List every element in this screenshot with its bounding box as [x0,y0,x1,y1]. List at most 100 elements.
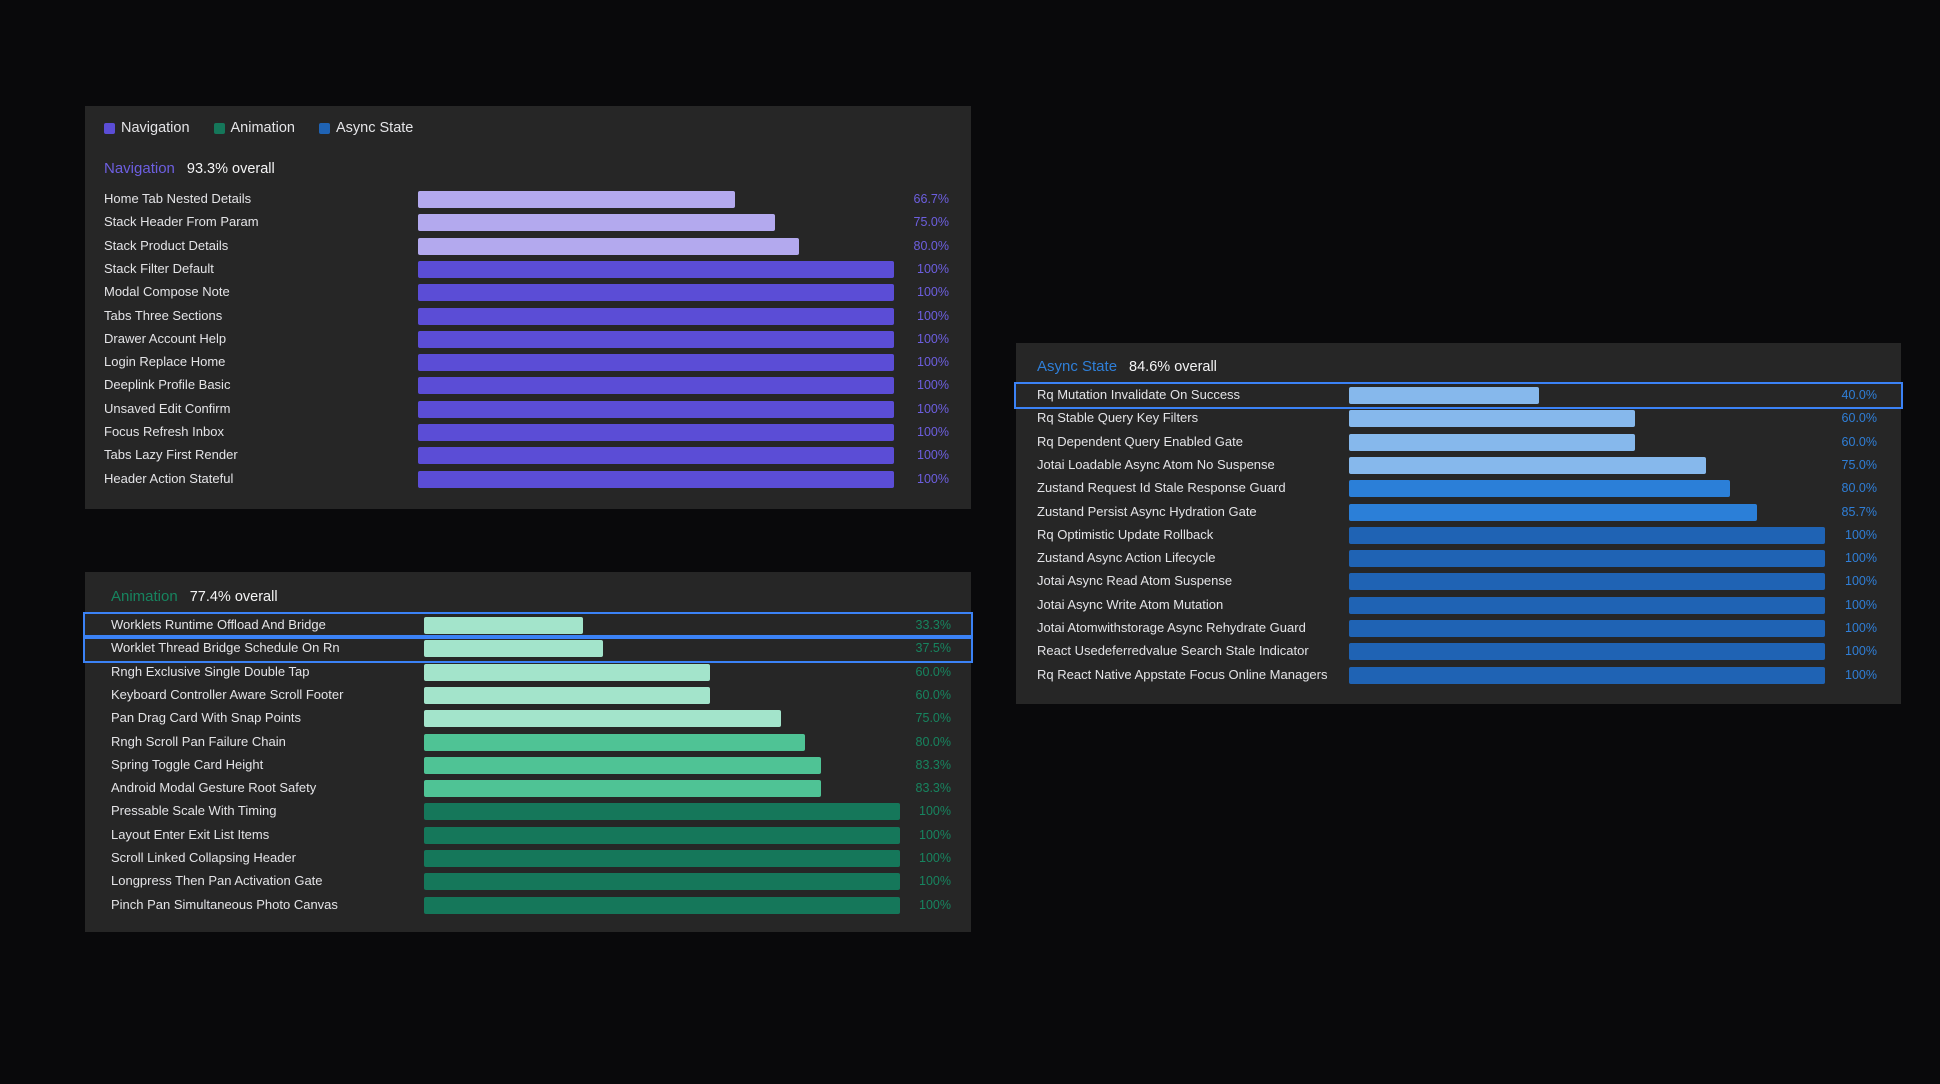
bar-row[interactable]: Stack Filter Default 100% [85,258,971,281]
bar-track [418,377,894,395]
bar[interactable] [424,640,603,658]
category-label: React Usedeferredvalue Search Stale Indi… [1037,643,1309,659]
bar[interactable] [424,733,805,751]
bar-row[interactable]: React Usedeferredvalue Search Stale Indi… [1016,640,1901,663]
bar-row[interactable]: Deeplink Profile Basic 100% [85,374,971,397]
category-label: Rngh Scroll Pan Failure Chain [111,733,286,749]
value-label: 100% [1845,597,1877,612]
bar-row[interactable]: Zustand Persist Async Hydration Gate 85.7… [1016,501,1901,524]
bar[interactable] [424,756,821,774]
bar[interactable] [1349,620,1825,637]
bar-row[interactable]: Home Tab Nested Details 66.7% [85,188,971,211]
bar-track [1349,620,1825,637]
bar-row[interactable]: Pinch Pan Simultaneous Photo Canvas 100% [85,894,971,917]
bar-row[interactable]: Jotai Async Read Atom Suspense 100% [1016,570,1901,593]
bar-row[interactable]: Rq Dependent Query Enabled Gate 60.0% [1016,431,1901,454]
bar-row[interactable]: Jotai Atomwithstorage Async Rehydrate Gu… [1016,617,1901,640]
bar-row[interactable]: Unsaved Edit Confirm 100% [85,398,971,421]
bar-row[interactable]: Layout Enter Exit List Items 100% [85,824,971,847]
bar[interactable] [1349,526,1825,544]
bar-row[interactable]: Rngh Scroll Pan Failure Chain 80.0% [85,731,971,754]
bar-row[interactable]: Rq Mutation Invalidate On Success 40.0% [1014,381,1903,410]
bar-row[interactable]: Focus Refresh Inbox 100% [85,421,971,444]
bar-row[interactable]: Modal Compose Note 100% [85,281,971,304]
bar-row[interactable]: Tabs Three Sections 100% [85,305,971,328]
category-label: Tabs Lazy First Render [104,447,238,463]
bar-row[interactable]: Keyboard Controller Aware Scroll Footer 6… [85,684,971,707]
bar[interactable] [424,617,583,634]
bar-track [1349,643,1825,661]
bar[interactable] [1349,433,1635,451]
legend-item-async-state[interactable]: Async State [319,120,413,136]
bar-row[interactable]: Header Action Stateful 100% [85,468,971,491]
bar-row[interactable]: Tabs Lazy First Render 100% [85,444,971,467]
bar-row[interactable]: Zustand Async Action Lifecycle 100% [1016,547,1901,570]
bar-row[interactable]: Login Replace Home 100% [85,351,971,374]
bar-row[interactable]: Pressable Scale With Timing 100% [85,800,971,823]
legend-item-navigation[interactable]: Navigation [104,120,190,136]
bar[interactable] [424,873,900,891]
bar[interactable] [424,663,710,681]
bar-row[interactable]: Stack Header From Param 75.0% [85,211,971,234]
bar[interactable] [424,710,781,728]
bar[interactable] [424,850,900,867]
bar[interactable] [1349,480,1730,498]
value-label: 85.7% [1841,504,1877,519]
bar-row[interactable]: Worklet Thread Bridge Schedule On Rn 37.5… [83,635,973,663]
bar[interactable] [418,284,894,302]
bar[interactable] [424,686,710,704]
bar[interactable] [1349,503,1757,521]
bar[interactable] [1349,410,1635,428]
bar[interactable] [418,191,736,208]
bar-row[interactable]: Rq Optimistic Update Rollback 100% [1016,524,1901,547]
bar[interactable] [418,377,894,395]
bar-row[interactable]: Rq Stable Query Key Filters 60.0% [1016,407,1901,430]
bar[interactable] [418,260,894,278]
bar[interactable] [1349,666,1825,684]
value-label: 37.5% [915,641,951,656]
bar-row[interactable]: Jotai Loadable Async Atom No Suspense 75.… [1016,454,1901,477]
bar-row[interactable]: Drawer Account Help 100% [85,328,971,351]
value-label: 100% [917,378,949,393]
bar[interactable] [418,237,799,255]
bar[interactable] [1349,573,1825,591]
bar[interactable] [418,214,775,232]
bar-row[interactable]: Longpress Then Pan Activation Gate 100% [85,870,971,893]
bar[interactable] [418,330,894,348]
bar[interactable] [1349,596,1825,614]
bar[interactable] [424,780,821,798]
bar-row[interactable]: Scroll Linked Collapsing Header 100% [85,847,971,870]
bar-row[interactable]: Spring Toggle Card Height 83.3% [85,754,971,777]
category-label: Worklets Runtime Offload And Bridge [111,617,326,632]
bar[interactable] [1349,456,1706,474]
category-label: Header Action Stateful [104,470,234,486]
bar[interactable] [1349,387,1540,404]
bar[interactable] [418,354,894,372]
bar-track [1349,503,1825,521]
bar-row[interactable]: Stack Product Details 80.0% [85,235,971,258]
bar[interactable] [424,896,900,914]
bar[interactable] [418,470,894,488]
overall-score: 84.6% overall [1129,359,1217,375]
category-label: Tabs Three Sections [104,307,223,323]
legend-item-animation[interactable]: Animation [213,120,295,136]
bar-row[interactable]: Pan Drag Card With Snap Points 75.0% [85,707,971,730]
bar[interactable] [424,826,900,844]
value-label: 100% [1845,527,1877,542]
bar-row[interactable]: Jotai Async Write Atom Mutation 100% [1016,594,1901,617]
bar[interactable] [418,400,894,418]
bar[interactable] [418,447,894,465]
bar[interactable] [1349,550,1825,568]
bar[interactable] [418,307,894,325]
bar[interactable] [418,424,894,441]
bar-row[interactable]: Worklets Runtime Offload And Bridge 33.3% [83,611,973,640]
bar-track [424,803,900,821]
bar[interactable] [1349,643,1825,661]
bar-row[interactable]: Zustand Request Id Stale Response Guard 8… [1016,477,1901,500]
category-label: Rq React Native Appstate Focus Online Ma… [1037,666,1328,682]
bar-row[interactable]: Rq React Native Appstate Focus Online Ma… [1016,664,1901,687]
bar-row[interactable]: Rngh Exclusive Single Double Tap 60.0% [85,661,971,684]
bar[interactable] [424,803,900,821]
bar-track [418,470,894,488]
bar-row[interactable]: Android Modal Gesture Root Safety 83.3% [85,777,971,800]
